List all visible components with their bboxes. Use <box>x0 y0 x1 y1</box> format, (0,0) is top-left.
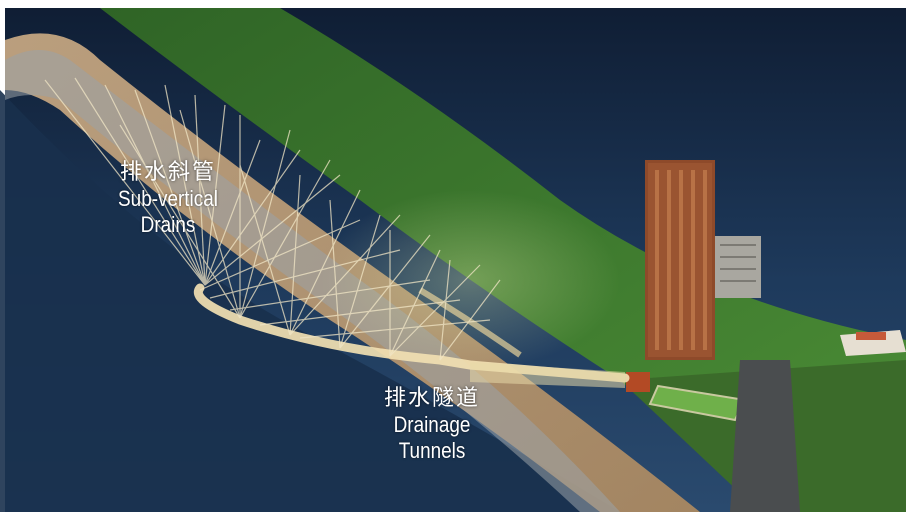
drainage-tunnels-label: 排水隧道 Drainage Tunnels <box>352 386 512 464</box>
tunnels-label-english-line1: Drainage <box>393 411 471 437</box>
drains-label-chinese: 排水斜管 <box>119 160 216 185</box>
road <box>730 360 800 512</box>
sub-vertical-drains <box>44 77 501 361</box>
sub-vertical-drains-label: 排水斜管 Sub-vertical Drains <box>88 160 248 238</box>
tunnels-label-chinese: 排水隧道 <box>383 386 480 411</box>
drainage-tunnel <box>193 283 630 383</box>
tunnels-label-english-line2: Tunnels <box>398 437 466 463</box>
drains-label-english-line2: Drains <box>140 211 196 237</box>
drains-label-english-line1: Sub-vertical <box>118 185 218 211</box>
lawn-area <box>648 384 747 422</box>
tunnel-portal <box>626 372 650 392</box>
mid-building <box>715 236 761 298</box>
